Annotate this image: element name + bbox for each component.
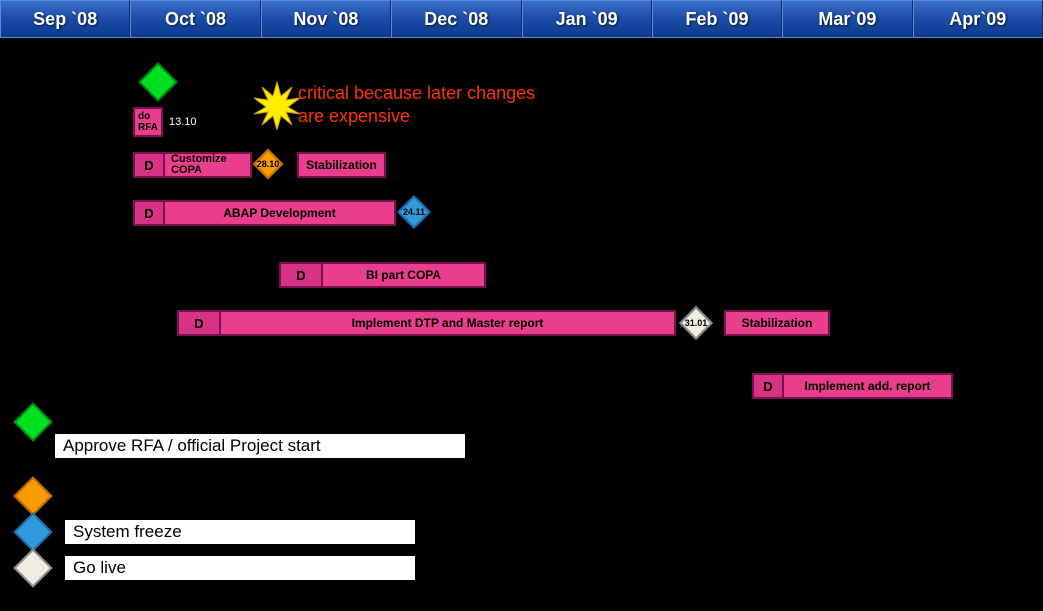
task-label: BI part COPA xyxy=(323,264,484,286)
month-cell: Mar`09 xyxy=(782,0,912,38)
task-label: Stabilization xyxy=(299,154,384,176)
task-d-cell: D xyxy=(754,375,784,397)
milestone-3101-label: 31.01 xyxy=(685,318,708,328)
task-d-cell: D xyxy=(281,264,323,286)
milestone-start-diamond xyxy=(138,62,178,102)
starburst-icon xyxy=(252,80,302,130)
task-stabilization-2: Stabilization xyxy=(724,310,830,336)
legend-label: Approve RFA / official Project start xyxy=(55,434,465,458)
task-label: Implement DTP and Master report xyxy=(221,312,674,334)
task-label: ABAP Development xyxy=(165,202,394,224)
do-rfa-date: 13.10 xyxy=(169,116,197,128)
legend-orange xyxy=(19,482,65,510)
month-cell: Apr`09 xyxy=(913,0,1043,38)
timeline-header: Sep `08 Oct `08 Nov `08 Dec `08 Jan `09 … xyxy=(0,0,1043,38)
month-cell: Jan `09 xyxy=(522,0,652,38)
legend-diamond-green xyxy=(13,402,53,442)
legend-system-freeze: System freeze xyxy=(19,518,415,546)
legend-go-live: Go live xyxy=(19,554,415,582)
gantt-chart-area: critical because later changes are expen… xyxy=(0,38,1043,611)
critical-line1: critical because later changes xyxy=(298,83,535,103)
task-label: Stabilization xyxy=(726,312,828,334)
legend-diamond-blue xyxy=(13,512,53,552)
month-cell: Feb `09 xyxy=(652,0,782,38)
task-implement-add-report: D Implement add. report xyxy=(752,373,953,399)
legend-approve-rfa: Approve RFA / official Project start xyxy=(55,434,465,458)
legend-label: Go live xyxy=(65,556,415,580)
month-cell: Nov `08 xyxy=(261,0,391,38)
task-implement-dtp: D Implement DTP and Master report xyxy=(177,310,676,336)
month-cell: Sep `08 xyxy=(0,0,130,38)
task-customize-copa: D Customize COPA xyxy=(133,152,252,178)
legend-diamond-white xyxy=(13,548,53,588)
task-d-cell: D xyxy=(135,154,165,176)
legend-label: System freeze xyxy=(65,520,415,544)
legend-green xyxy=(19,408,65,436)
month-cell: Dec `08 xyxy=(391,0,521,38)
milestone-2810-label: 28.10 xyxy=(257,159,280,169)
critical-annotation: critical because later changes are expen… xyxy=(298,82,535,129)
month-cell: Oct `08 xyxy=(130,0,260,38)
critical-line2: are expensive xyxy=(298,106,410,126)
task-label: Customize COPA xyxy=(165,154,250,176)
legend-diamond-orange xyxy=(13,476,53,516)
milestone-2411-label: 24.11 xyxy=(403,207,425,217)
task-stabilization-1: Stabilization xyxy=(297,152,386,178)
task-label: Implement add. report xyxy=(784,375,951,397)
task-bi-copa: D BI part COPA xyxy=(279,262,486,288)
task-abap-dev: D ABAP Development xyxy=(133,200,396,226)
task-do-rfa: doRFA xyxy=(133,107,163,137)
task-d-cell: D xyxy=(179,312,221,334)
task-d-cell: D xyxy=(135,202,165,224)
